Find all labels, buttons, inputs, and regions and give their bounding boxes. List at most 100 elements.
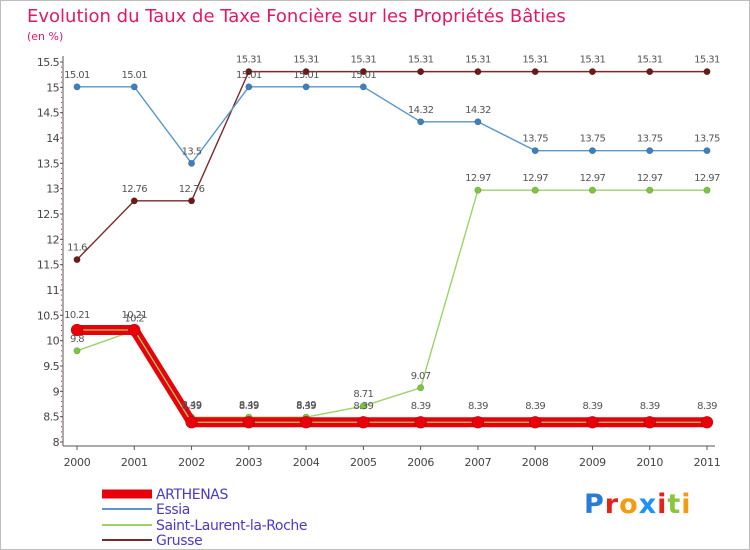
series-point-saint-laurent-la-roche [531,186,539,194]
y-tick-label: 15.5 [37,56,60,69]
legend-label-saint-laurent-la-roche: Saint-Laurent-la-Roche [156,518,307,534]
data-label-arthenas: 8.39 [182,401,202,412]
data-label-saint-laurent-la-roche: 12.97 [637,173,663,184]
series-point-arthenas [586,415,599,429]
data-label-arthenas: 8.39 [525,401,545,412]
data-label-saint-laurent-la-roche: 9.8 [70,334,84,345]
data-label-essia: 13.75 [522,134,548,145]
data-label-arthenas: 8.39 [468,401,488,412]
series-point-grusse [130,197,138,205]
series-point-essia [531,147,539,155]
data-label-saint-laurent-la-roche: 12.97 [522,173,548,184]
data-label-arthenas: 8.39 [411,401,431,412]
y-tick-label: 13.5 [37,157,60,170]
series-point-essia [302,83,310,91]
series-line-grusse [76,70,707,261]
data-label-grusse: 15.31 [408,55,434,66]
series-line-arthenas [77,325,707,428]
series-point-arthenas [471,415,485,429]
data-label-grusse: 15.31 [694,55,720,66]
series-point-saint-laurent-la-roche [359,402,367,410]
x-tick-label: 2000 [64,456,91,469]
data-label-grusse: 15.31 [465,55,491,66]
logo-letter: x [638,489,658,520]
series-point-saint-laurent-la-roche [474,186,482,194]
logo-letter: r [604,489,620,520]
x-tick-label: 2005 [350,456,377,469]
y-tick-label: 14 [46,132,59,145]
series-point-arthenas [643,415,657,429]
data-label-grusse: 11.6 [67,243,87,254]
y-tick-label: 14.5 [37,107,60,120]
y-unit-label: (en %) [27,30,64,43]
series-point-grusse [188,197,196,205]
x-tick-label: 2001 [121,456,148,469]
data-label-saint-laurent-la-roche: 8.49 [296,400,316,411]
data-label-essia: 14.32 [465,105,491,116]
x-tick-label: 2002 [178,456,205,469]
series-point-arthenas [242,415,256,429]
series-point-arthenas [414,415,427,429]
data-label-essia: 15.01 [236,70,262,81]
data-label-essia: 13.75 [580,134,606,145]
data-label-saint-laurent-la-roche: 12.97 [465,173,491,184]
series-point-essia [417,118,425,126]
data-label-saint-laurent-la-roche: 8.71 [353,389,373,400]
series-point-saint-laurent-la-roche [73,347,81,355]
y-tick-label: 9.5 [43,360,59,373]
series-point-saint-laurent-la-roche [588,186,596,194]
data-label-saint-laurent-la-roche: 8.49 [182,400,202,411]
series-point-saint-laurent-la-roche [417,384,425,392]
data-label-grusse: 12.76 [179,184,205,195]
series-point-grusse [646,68,654,76]
data-label-grusse: 15.31 [522,55,548,66]
series-point-essia [588,147,596,155]
y-tick-label: 11 [46,284,59,297]
series-point-essia [130,83,138,91]
y-tick-label: 8.5 [43,411,59,424]
series-line-arthenas-overlap [77,329,707,423]
data-label-grusse: 15.31 [580,55,606,66]
data-label-grusse: 15.31 [236,55,262,66]
data-label-essia: 13.5 [182,146,202,157]
data-label-arthenas: 8.39 [583,401,603,412]
data-label-saint-laurent-la-roche: 10.2 [124,314,144,325]
series-point-grusse [359,68,367,76]
series-point-grusse [531,68,539,76]
x-tick-label: 2004 [293,456,320,469]
data-label-grusse: 15.31 [293,55,319,66]
y-tick-label: 10 [46,335,59,348]
series-point-arthenas [185,415,198,429]
data-label-grusse: 15.31 [351,55,377,66]
y-tick-label: 15 [46,81,59,94]
data-label-saint-laurent-la-roche: 9.07 [411,371,431,382]
logo-letter: P [584,489,605,520]
data-label-arthenas: 8.39 [640,401,660,412]
series-point-essia [703,147,711,155]
data-label-essia: 15.01 [351,70,377,81]
series-point-saint-laurent-la-roche [646,186,654,194]
proxiti-logo: Proxiti [584,489,692,520]
x-tick-label: 2007 [465,456,492,469]
x-tick-label: 2006 [407,456,434,469]
x-tick-label: 2003 [235,456,262,469]
series-point-essia [73,83,81,91]
series-point-grusse [703,68,711,76]
y-tick-label: 11.5 [37,259,60,272]
x-tick-label: 2011 [694,456,721,469]
series-point-essia [188,159,196,167]
series-point-essia [646,147,654,155]
series-point-arthenas [528,415,542,429]
data-label-arthenas: 8.39 [239,401,259,412]
chart-title: Evolution du Taux de Taxe Foncière sur l… [27,6,566,27]
logo-letter: i [681,489,692,520]
series-point-essia [474,118,482,126]
data-label-essia: 15.01 [293,70,319,81]
legend-label-arthenas: ARTHENAS [156,487,228,503]
series-line-essia [77,86,707,165]
series-point-arthenas [127,323,141,337]
x-tick-label: 2009 [579,456,606,469]
series-point-grusse [474,68,482,76]
series-point-grusse [588,68,596,76]
